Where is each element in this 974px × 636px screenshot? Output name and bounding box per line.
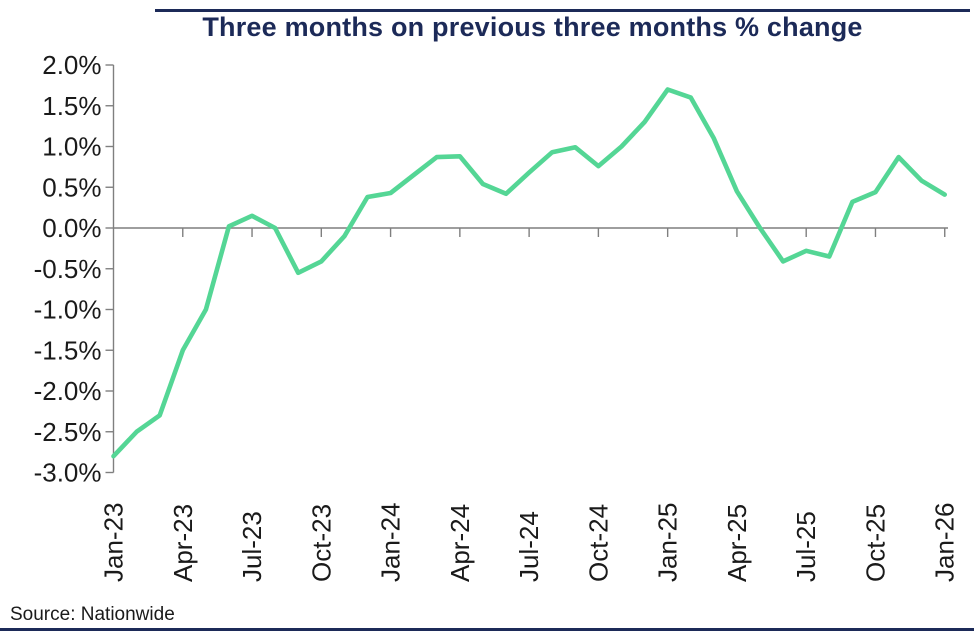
x-axis-label: Jul-25	[791, 511, 821, 582]
chart-title: Three months on previous three months % …	[202, 12, 863, 42]
x-axis-label: Jan-25	[653, 503, 683, 583]
x-axis-label: Jan-24	[376, 503, 406, 583]
x-axis-label: Oct-25	[860, 504, 890, 582]
x-axis-label: Jul-24	[514, 511, 544, 582]
source-note: Source: Nationwide	[10, 604, 175, 625]
top-border-rule	[155, 9, 970, 12]
x-axis-label: Oct-24	[583, 504, 613, 582]
y-axis-label: -3.0%	[34, 458, 102, 488]
y-axis-label: -0.5%	[34, 254, 102, 284]
x-axis-label: Apr-24	[445, 504, 475, 582]
data-line-series	[111, 87, 948, 459]
y-axis-label: 0.5%	[42, 172, 101, 202]
bottom-border-rule	[0, 628, 974, 631]
y-axis-label: 2.0%	[42, 50, 101, 80]
x-axis-label: Jul-23	[237, 511, 267, 582]
x-axis-label: Jan-26	[930, 503, 960, 583]
x-axis-label: Apr-23	[168, 504, 198, 582]
x-axis-label: Jan-23	[99, 503, 129, 583]
x-axis-label: Apr-25	[722, 504, 752, 582]
y-axis-label: 0.0%	[42, 213, 101, 243]
y-axis-label: 1.0%	[42, 132, 101, 162]
y-axis-label: 1.5%	[42, 91, 101, 121]
y-axis-label: -2.0%	[34, 376, 102, 406]
y-axis-label: -2.5%	[34, 417, 102, 447]
y-axis-label: -1.5%	[34, 335, 102, 365]
x-axis-label: Oct-23	[306, 504, 336, 582]
y-axis-label: -1.0%	[34, 295, 102, 325]
